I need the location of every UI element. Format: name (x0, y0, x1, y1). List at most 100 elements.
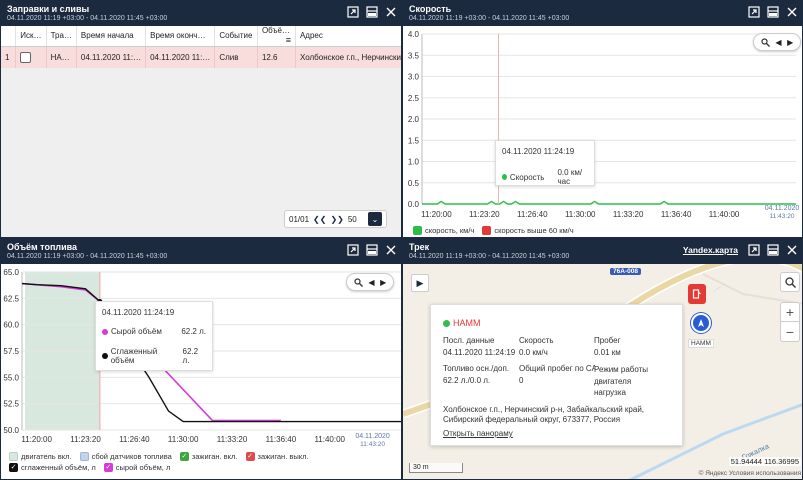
x-tick-label: 11:20:00 (421, 210, 452, 219)
legend-item-sensor-fail[interactable]: сбой датчиков топлива (79, 452, 172, 461)
close-icon[interactable] (786, 6, 798, 18)
zoom-icon[interactable] (354, 277, 363, 287)
pager-pages: 01/01 (289, 214, 310, 224)
fuel-header: Объём топлива 04.11.2020 11:19 +03:00 - … (1, 239, 401, 264)
smoothed-volume-line (21, 282, 401, 423)
col-end[interactable]: Время оконч… (145, 26, 216, 47)
tooltip-series: Скорость (509, 172, 545, 182)
range-end-time: 11:43:20 (770, 213, 795, 220)
export-icon[interactable] (748, 244, 760, 256)
info-h-total: Общий пробег по CAN (519, 364, 595, 373)
track-title: Трек (409, 242, 430, 252)
exclude-checkbox[interactable] (20, 51, 32, 63)
fuel-pump-icon (692, 289, 701, 299)
vehicle-marker[interactable] (691, 313, 711, 333)
chevron-down-icon[interactable]: ⌄ (368, 212, 382, 226)
info-total: 0 (519, 376, 524, 385)
fuel-station-marker[interactable] (688, 284, 706, 304)
info-mode: нагрузка (594, 388, 626, 397)
layout-icon[interactable] (767, 244, 779, 256)
y-tick-label: 60.0 (3, 321, 19, 330)
x-tick-label: 11:26:40 (119, 435, 150, 444)
close-icon[interactable] (385, 244, 397, 256)
speed-subtitle: 04.11.2020 11:19 +03:00 - 04.11.2020 11:… (409, 15, 570, 22)
info-address: Холбонское г.п., Нерчинский р-н, Забайка… (443, 405, 645, 424)
tooltip-row-label: Сглаженный объём (110, 347, 158, 365)
y-tick-label: 65.0 (3, 268, 19, 277)
speed-legend: скорость, км/ч скорость выше 60 км/ч (413, 226, 574, 235)
table-row[interactable]: 1 НА… 04.11.2020 11:… 04.11.2020 11:… Сл… (1, 46, 401, 68)
range-end-time: 11:43:20 (360, 441, 385, 448)
close-icon[interactable] (385, 6, 397, 18)
map-provider[interactable]: Yandex.карта (682, 245, 738, 255)
zoom-in-button[interactable]: + (780, 302, 800, 322)
info-name: НАММ (453, 318, 481, 328)
pager-per-page[interactable]: 50 (347, 214, 357, 224)
col-exclude[interactable]: Иск… (15, 26, 47, 47)
vehicle-info-card: НАММ Посл. данные 04.11.2020 11:24:19 Ск… (430, 304, 683, 446)
map-scale: 30 m (409, 463, 463, 473)
refuel-header: Заправки и сливы 04.11.2020 11:19 +03:00… (1, 1, 401, 26)
y-tick-label: 62.5 (3, 294, 19, 303)
y-tick-label: 50.0 (3, 426, 19, 435)
y-tick-label: 3.0 (408, 73, 420, 82)
legend-item-raw[interactable]: ✓ сырой объём, л (103, 463, 171, 472)
search-button[interactable] (780, 272, 800, 292)
export-icon[interactable] (347, 244, 359, 256)
row-num: 1 (1, 46, 17, 68)
track-panel: Трек 04.11.2020 11:19 +03:00 - 04.11.202… (402, 238, 803, 480)
fuel-subtitle: 04.11.2020 11:19 +03:00 - 04.11.2020 11:… (7, 253, 168, 260)
legend-item-engine-on[interactable]: двигатель вкл. (9, 452, 72, 461)
info-h-speed: Скорость (519, 336, 554, 345)
search-icon (784, 276, 796, 288)
col-start[interactable]: Время начала (76, 26, 147, 47)
legend-item-ignition-on[interactable]: ✓ зажиган. вкл. (179, 452, 238, 461)
x-tick-label: 11:36:40 (661, 210, 692, 219)
vehicle-icon (698, 319, 704, 327)
fuel-legend: двигатель вкл. сбой датчиков топлива ✓ за… (9, 452, 399, 472)
pan-right-icon[interactable]: ▶ (380, 277, 387, 287)
col-address[interactable]: Адрес (295, 26, 401, 47)
export-icon[interactable] (748, 6, 760, 18)
speed-tooltip: 04.11.2020 11:24:19 Скорость 0.0 км/час (495, 140, 595, 186)
row-event: Слив (214, 46, 258, 68)
col-volume[interactable]: Объё… ≡ (257, 26, 296, 47)
row-exclude-cell[interactable] (15, 46, 47, 68)
info-mileage: 0.01 км (594, 348, 621, 357)
fuel-title: Объём топлива (7, 242, 78, 252)
layout-icon[interactable] (366, 6, 378, 18)
legend-item-overspeed[interactable]: скорость выше 60 км/ч (482, 226, 574, 235)
filter-icon[interactable]: ≡ (285, 35, 291, 46)
pan-right-icon[interactable]: ▶ (787, 37, 794, 47)
y-tick-label: 2.0 (408, 115, 420, 124)
tooltip-row-value: 62.2 л. (182, 347, 199, 365)
pager-next-icon[interactable]: ❯❯ (330, 214, 344, 224)
pager-prev-icon[interactable]: ❮❮ (313, 214, 327, 224)
x-tick-label: 11:40:00 (314, 435, 345, 444)
close-icon[interactable] (786, 244, 798, 256)
row-transport: НА… (46, 46, 77, 68)
x-tick-label: 11:40:00 (709, 210, 740, 219)
play-button[interactable]: ▶ (411, 274, 429, 292)
layout-icon[interactable] (767, 6, 779, 18)
pan-left-icon[interactable]: ◀ (775, 37, 782, 47)
zoom-out-button[interactable]: − (780, 322, 800, 342)
export-icon[interactable] (347, 6, 359, 18)
row-volume: 12.6 (257, 46, 296, 68)
tooltip-row-label: Сырой объём (111, 327, 162, 336)
y-tick-label: 3.5 (408, 51, 420, 60)
y-tick-label: 52.5 (3, 400, 19, 409)
map-attribution[interactable]: © Яндекс Условия использования (698, 470, 801, 477)
tooltip-value: 0.0 км/час (557, 168, 583, 186)
legend-item-smoothed[interactable]: ✓ сглаженный объём, л (9, 463, 96, 472)
col-event[interactable]: Событие (214, 26, 258, 47)
zoom-icon[interactable] (761, 37, 770, 47)
layout-icon[interactable] (366, 244, 378, 256)
pan-left-icon[interactable]: ◀ (368, 277, 375, 287)
open-panorama-link[interactable]: Открыть панораму (443, 429, 513, 438)
legend-item-speed[interactable]: скорость, км/ч (413, 226, 474, 235)
map-canvas[interactable]: 76А-008 р. Гожалка ▶ + − НАММ НАММ Посл.… (403, 264, 802, 479)
legend-item-ignition-off[interactable]: ✓ зажиган. выкл. (245, 452, 309, 461)
col-transport[interactable]: Тра… (46, 26, 77, 47)
col-num (1, 26, 17, 47)
